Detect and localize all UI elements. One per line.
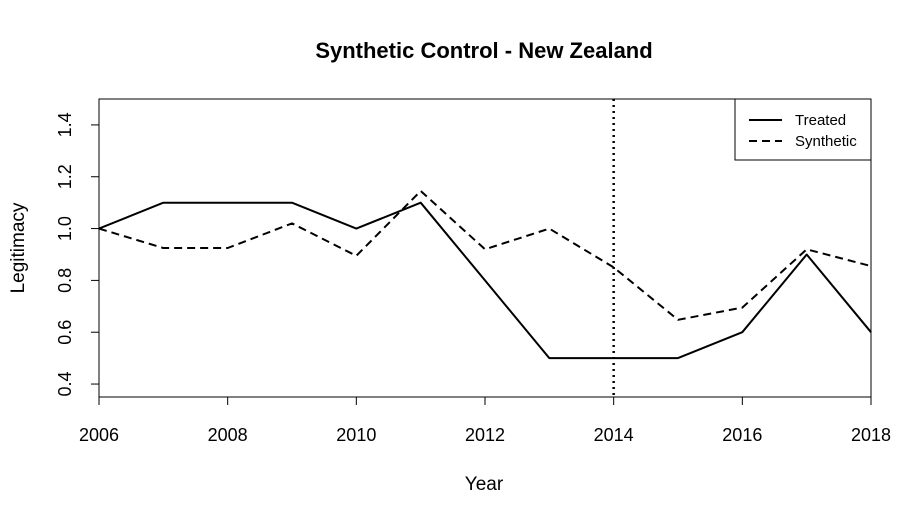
- series-line-synthetic: [98, 190, 872, 321]
- y-tick-label: 1.0: [55, 216, 75, 241]
- y-tick-label: 0.4: [55, 371, 75, 396]
- y-tick-label: 0.6: [55, 320, 75, 345]
- x-tick-label: 2014: [594, 425, 634, 445]
- x-tick-label: 2012: [465, 425, 505, 445]
- y-axis-label: Legitimacy: [8, 202, 29, 293]
- legend: Treated Synthetic: [734, 98, 872, 161]
- x-tick-label: 2016: [722, 425, 762, 445]
- x-tick-label: 2008: [208, 425, 248, 445]
- x-tick-label: 2018: [851, 425, 891, 445]
- legend-label-synthetic: Synthetic: [795, 133, 857, 150]
- y-tick-label: 1.4: [55, 112, 75, 137]
- chart-title: Synthetic Control - New Zealand: [315, 38, 652, 63]
- y-tick-label: 0.8: [55, 268, 75, 293]
- series-line-treated: [98, 201, 872, 360]
- plot-area: 2006 2008 2010 2012 2014 2016 2018 0.4 0.6 0.8 1.0…: [55, 98, 891, 445]
- x-tick-label: 2010: [336, 425, 376, 445]
- x-tick-label: 2006: [79, 425, 119, 445]
- legend-label-treated: Treated: [795, 112, 846, 129]
- y-tick-label: 1.2: [55, 164, 75, 189]
- legend-box: [734, 98, 872, 161]
- x-axis-label: Year: [465, 474, 504, 495]
